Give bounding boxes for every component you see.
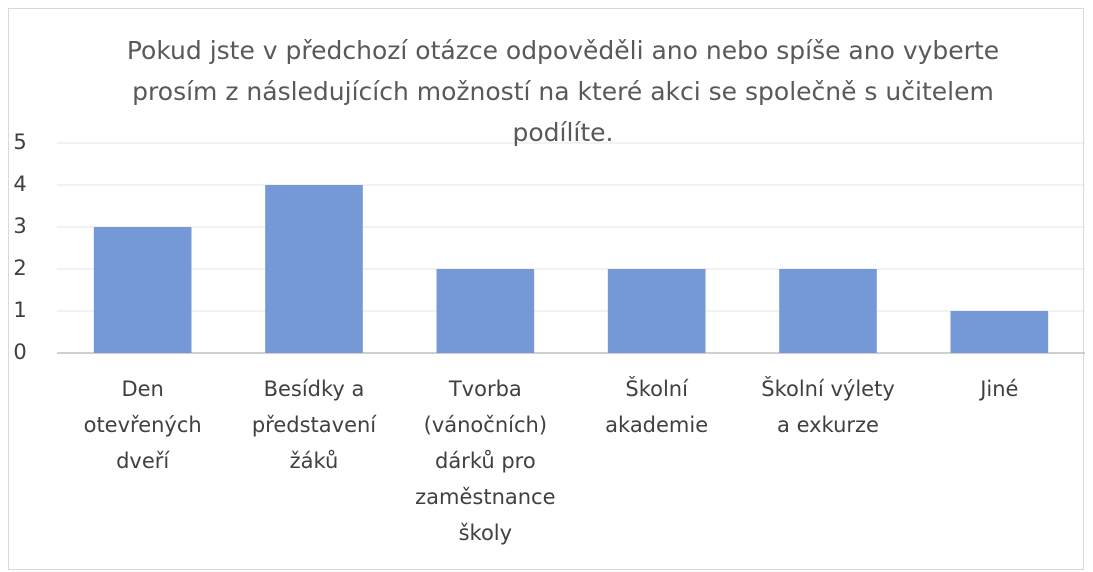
x-tick-label: Jiné	[980, 377, 1019, 401]
bar	[779, 269, 877, 353]
y-tick-label: 4	[13, 172, 26, 196]
x-tick-label: Den otevřených dveří	[83, 377, 202, 473]
bar	[93, 227, 192, 353]
chart-title: Pokud jste v předchozí otázce odpověděli…	[126, 36, 1000, 147]
y-tick-label: 1	[13, 298, 26, 322]
bar	[950, 311, 1049, 353]
x-tick-label: Školní výlety a exkurze	[761, 377, 895, 437]
x-tick-label: Besídky a představení žáků	[251, 377, 377, 473]
x-tick-label: Tvorba (vánočních) dárků pro zaměstnance…	[415, 377, 556, 545]
y-tick-label: 3	[13, 214, 26, 238]
x-tick-label: Školní akademie	[605, 377, 709, 437]
y-tick-label: 5	[13, 130, 26, 154]
bar	[436, 269, 535, 353]
y-tick-label: 0	[13, 340, 26, 364]
bar	[607, 269, 706, 353]
bar	[265, 185, 363, 353]
y-tick-label: 2	[13, 256, 26, 280]
chart-frame	[8, 8, 1084, 570]
